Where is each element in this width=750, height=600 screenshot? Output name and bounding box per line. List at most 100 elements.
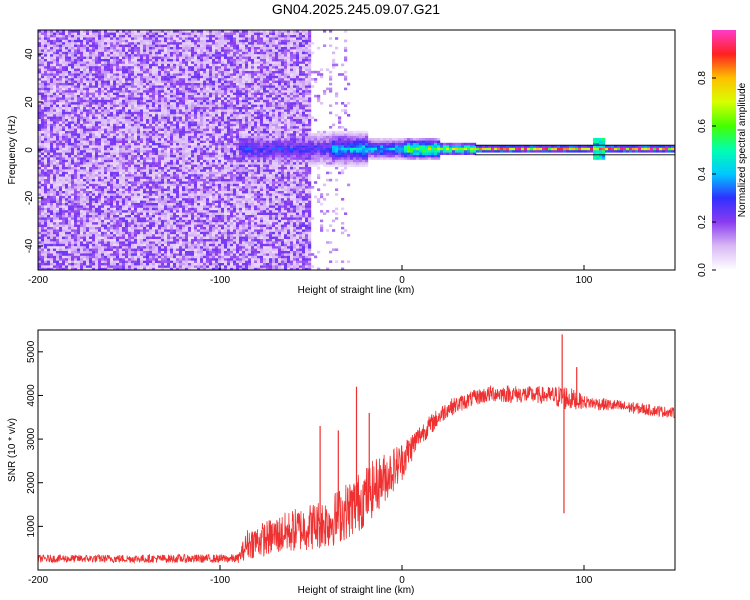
heatmap-cell: [77, 236, 81, 239]
heatmap-cell: [176, 46, 180, 50]
heatmap-cell: [80, 166, 84, 170]
heatmap-cell: [95, 126, 99, 129]
heatmap-cell: [173, 217, 177, 220]
heatmap-cell: [134, 166, 138, 170]
heatmap-cell: [53, 166, 57, 170]
heatmap-cell: [71, 104, 75, 107]
heatmap-cell: [65, 116, 69, 119]
heatmap-cell: [44, 130, 48, 134]
heatmap-cell: [107, 68, 111, 71]
heatmap-cell: [161, 236, 165, 239]
heatmap-cell: [143, 87, 147, 91]
heatmap-cell: [65, 248, 69, 251]
heatmap-cell: [176, 238, 180, 242]
heatmap-cell: [74, 243, 78, 247]
heatmap-cell: [164, 44, 168, 47]
heatmap-cell: [173, 162, 177, 165]
heatmap-cell: [62, 92, 66, 95]
heatmap-cell: [65, 267, 69, 270]
heatmap-cell: [125, 243, 129, 247]
heatmap-cell: [116, 121, 120, 124]
heatmap-cell: [119, 66, 123, 69]
heatmap-cell: [179, 241, 183, 244]
heatmap-cell: [74, 202, 78, 206]
heatmap-cell: [83, 70, 87, 74]
heatmap-cell: [101, 176, 105, 179]
heatmap-cell: [101, 241, 105, 244]
heatmap-cell: [83, 54, 87, 57]
heatmap-cell: [83, 39, 87, 43]
heatmap-cell: [146, 58, 150, 62]
heatmap-cell: [80, 58, 84, 62]
heatmap-cell: [83, 234, 87, 237]
heatmap-cell: [101, 193, 105, 196]
heatmap-cell: [38, 181, 42, 184]
heatmap-cell: [74, 109, 78, 112]
heatmap-cell: [83, 34, 87, 38]
heatmap-cell: [149, 140, 153, 143]
heatmap-cell: [128, 30, 132, 33]
heatmap-cell: [71, 133, 75, 136]
heatmap-cell: [173, 49, 177, 52]
heatmap-cell: [170, 174, 174, 177]
heatmap-cell: [104, 46, 108, 50]
heatmap-cell: [131, 135, 135, 139]
heatmap-cell: [158, 255, 162, 259]
heatmap-cell: [71, 97, 75, 100]
heatmap-cell: [95, 219, 99, 223]
heatmap-cell: [119, 44, 123, 47]
heatmap-cell: [170, 34, 174, 38]
heatmap-cell: [101, 169, 105, 172]
heatmap-cell: [65, 78, 69, 81]
heatmap-cell: [86, 193, 90, 196]
heatmap-cell: [44, 121, 48, 124]
heatmap-cell: [92, 262, 96, 266]
heatmap-cell: [98, 181, 102, 184]
heatmap-cell: [167, 157, 171, 160]
heatmap-cell: [56, 150, 60, 153]
heatmap-cell: [89, 133, 93, 136]
heatmap-cell: [56, 176, 60, 179]
heatmap-cell: [38, 243, 42, 247]
heatmap-cell: [119, 176, 123, 179]
heatmap-cell: [167, 231, 171, 235]
heatmap-cell: [173, 171, 177, 175]
heatmap-cell: [164, 260, 168, 263]
heatmap-cell: [158, 85, 162, 88]
heatmap-cell: [137, 154, 141, 158]
heatmap-cell: [68, 202, 72, 206]
heatmap-cell: [104, 260, 108, 263]
heatmap-cell: [89, 123, 93, 127]
heatmap-cell: [182, 90, 186, 93]
heatmap-cell: [128, 75, 132, 79]
heatmap-cell: [185, 54, 189, 57]
heatmap-cell: [134, 212, 138, 215]
heatmap-cell: [149, 87, 153, 91]
heatmap-cell: [143, 126, 147, 129]
heatmap-cell: [89, 37, 93, 40]
heatmap-cell: [155, 66, 159, 69]
heatmap-cell: [44, 102, 48, 105]
heatmap-cell: [182, 142, 186, 146]
heatmap-cell: [53, 253, 57, 256]
heatmap-cell: [95, 75, 99, 79]
heatmap-cell: [128, 116, 132, 119]
heatmap-cell: [137, 162, 141, 165]
heatmap-cell: [95, 205, 99, 208]
heatmap-cell: [98, 236, 102, 239]
heatmap-cell: [170, 104, 174, 107]
heatmap-cell: [167, 174, 171, 177]
heatmap-cell: [131, 207, 135, 211]
heatmap-cell: [170, 61, 174, 64]
heatmap-cell: [95, 118, 99, 122]
heatmap-cell: [137, 75, 141, 79]
heatmap-cell: [113, 133, 117, 136]
heatmap-cell: [125, 109, 129, 112]
heatmap-cell: [158, 200, 162, 203]
heatmap-cell: [113, 154, 117, 158]
heatmap-cell: [44, 152, 48, 155]
heatmap-cell: [65, 183, 69, 187]
heatmap-cell: [140, 85, 144, 88]
heatmap-cell: [179, 145, 183, 148]
heatmap-cell: [113, 123, 117, 127]
